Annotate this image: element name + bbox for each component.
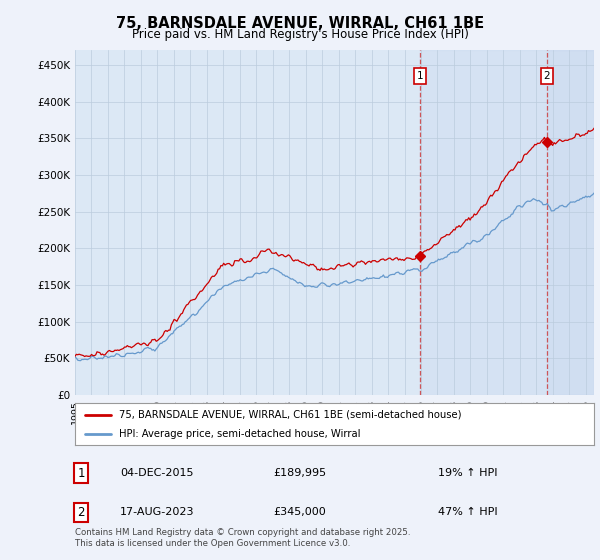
Text: 2: 2	[77, 506, 85, 519]
Text: 19% ↑ HPI: 19% ↑ HPI	[438, 468, 497, 478]
Text: 75, BARNSDALE AVENUE, WIRRAL, CH61 1BE: 75, BARNSDALE AVENUE, WIRRAL, CH61 1BE	[116, 16, 484, 31]
Text: HPI: Average price, semi-detached house, Wirral: HPI: Average price, semi-detached house,…	[119, 429, 361, 439]
Text: 47% ↑ HPI: 47% ↑ HPI	[438, 507, 497, 517]
Text: 2: 2	[544, 71, 550, 81]
Text: 17-AUG-2023: 17-AUG-2023	[120, 507, 194, 517]
Text: 1: 1	[416, 71, 423, 81]
Text: 04-DEC-2015: 04-DEC-2015	[120, 468, 193, 478]
Text: £189,995: £189,995	[274, 468, 326, 478]
Text: Price paid vs. HM Land Registry's House Price Index (HPI): Price paid vs. HM Land Registry's House …	[131, 28, 469, 41]
Bar	[419, 50, 594, 395]
Bar	[547, 50, 594, 395]
Text: 75, BARNSDALE AVENUE, WIRRAL, CH61 1BE (semi-detached house): 75, BARNSDALE AVENUE, WIRRAL, CH61 1BE (…	[119, 409, 461, 419]
Text: Contains HM Land Registry data © Crown copyright and database right 2025.
This d: Contains HM Land Registry data © Crown c…	[75, 528, 410, 548]
Text: £345,000: £345,000	[274, 507, 326, 517]
Text: 1: 1	[77, 466, 85, 480]
